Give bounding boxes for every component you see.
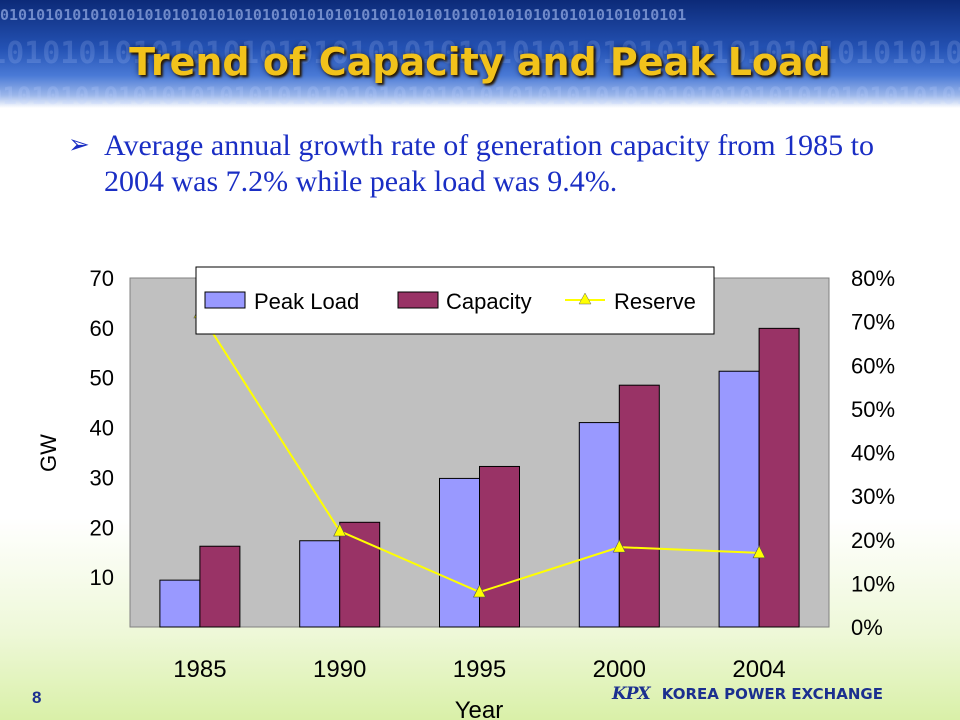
legend-swatch-peak-load	[204, 291, 246, 309]
reserve-marker-2004	[752, 545, 766, 559]
bar-peak-load-1995	[439, 477, 480, 628]
legend-swatch-capacity	[397, 291, 439, 309]
y2-tick-label: 80%	[851, 266, 895, 291]
x-axis-label: Year	[455, 697, 504, 720]
y-tick-label: 60	[90, 316, 114, 341]
reserve-marker-2000	[612, 539, 626, 553]
reserve-marker-1990	[333, 523, 347, 537]
bar-capacity-2000	[618, 384, 660, 628]
slide-title: Trend of Capacity and Peak Load	[129, 40, 831, 84]
y-tick-label: 70	[90, 266, 114, 291]
bullet-text: Average annual growth rate of generation…	[104, 129, 874, 198]
y2-tick-label: 20%	[851, 528, 895, 553]
legend-marker-reserve	[578, 292, 592, 305]
chart-legend: Peak Load Capacity Reserve	[195, 266, 715, 335]
legend-label-reserve: Reserve	[614, 289, 696, 314]
page-number: 8	[32, 688, 42, 707]
bar-capacity-1995	[479, 465, 520, 628]
y2-tick-label: 70%	[851, 310, 895, 335]
y2-tick-label: 30%	[851, 484, 895, 509]
x-tick-label: 1995	[453, 656, 506, 683]
bar-peak-load-1990	[299, 540, 341, 628]
y2-tick-label: 10%	[851, 571, 895, 596]
y-tick-label: 10	[90, 565, 114, 590]
binary-pattern-bottom: 0101010101010101010101010101010101010101…	[0, 82, 960, 108]
y-axis-label: GW	[36, 434, 61, 472]
bar-capacity-2004	[758, 327, 800, 628]
title-banner: 0101010101010101010101010101010101010101…	[0, 0, 960, 108]
arrow-bullet-icon: ➢	[68, 130, 90, 160]
y2-tick-label: 60%	[851, 353, 895, 378]
bar-capacity-1990	[339, 521, 381, 628]
legend-label-peak-load: Peak Load	[254, 289, 359, 314]
y-tick-label: 30	[90, 465, 114, 490]
x-tick-label: 1985	[173, 656, 226, 683]
reserve-marker-1995	[473, 584, 486, 598]
bar-peak-load-2000	[578, 422, 620, 628]
bar-capacity-1985	[199, 545, 241, 628]
kpx-logo: KPX	[612, 684, 651, 704]
y2-tick-label: 50%	[851, 397, 895, 422]
y-tick-label: 20	[90, 515, 114, 540]
binary-pattern-top: 0101010101010101010101010101010101010101…	[0, 6, 687, 24]
y-tick-label: 40	[90, 416, 114, 441]
legend-label-capacity: Capacity	[446, 289, 532, 314]
x-tick-label: 2004	[732, 656, 785, 683]
y2-tick-label: 40%	[851, 441, 895, 466]
bar-peak-load-1985	[159, 579, 201, 628]
footer-brand: KPX KOREA POWER EXCHANGE	[612, 684, 883, 704]
y2-tick-label: 0%	[851, 615, 883, 640]
x-tick-label: 1990	[313, 656, 366, 683]
brand-name: KOREA POWER EXCHANGE	[661, 685, 883, 703]
y-tick-label: 50	[90, 366, 114, 391]
binary-pattern-large: 0101010101010101010101010101010101010101…	[0, 36, 960, 71]
x-tick-label: 2000	[593, 656, 646, 683]
bar-peak-load-2004	[718, 370, 760, 628]
